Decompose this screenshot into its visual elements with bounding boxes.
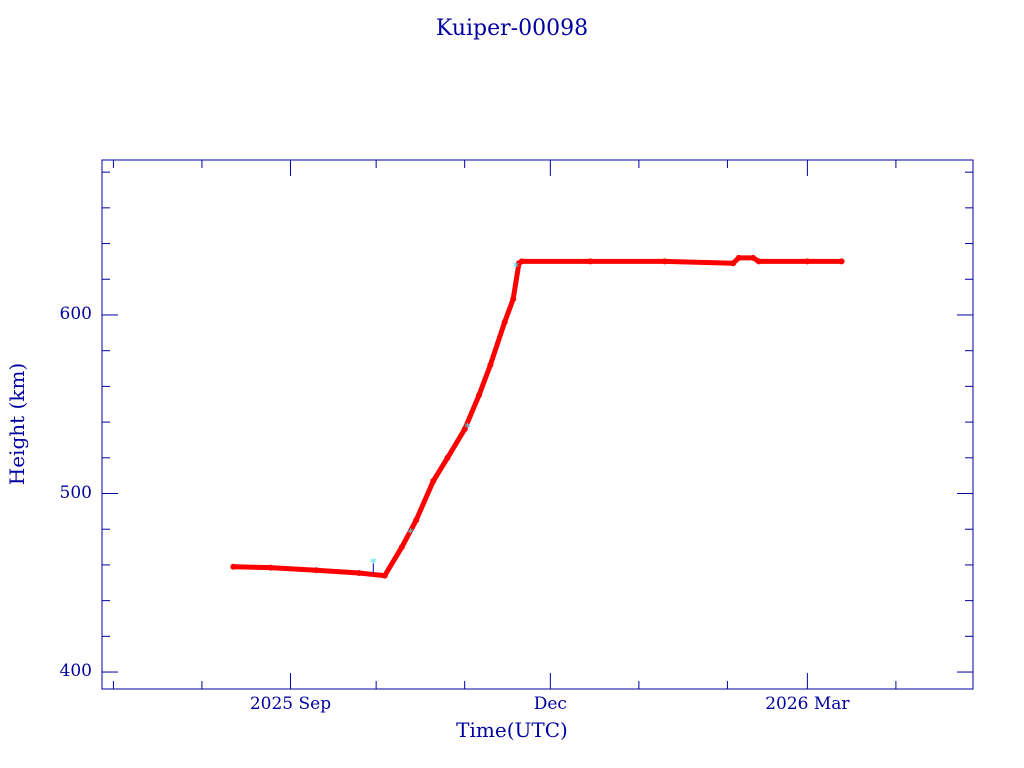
y-tick-label: 400	[59, 661, 92, 682]
data-point	[755, 258, 762, 265]
data-point	[356, 569, 363, 576]
data-point	[518, 258, 525, 265]
data-point	[838, 258, 845, 265]
x-tick-label: 2025 Sep	[249, 694, 332, 714]
highlight-point: *	[370, 556, 376, 570]
data-point	[313, 567, 320, 574]
x-axis-label: Time(UTC)	[456, 718, 568, 742]
y-tick-label: 600	[59, 303, 92, 324]
x-tick-label: 2026 Mar	[765, 694, 850, 714]
data-point	[475, 392, 482, 399]
data-point	[430, 478, 437, 485]
data-point	[510, 295, 517, 302]
data-point	[487, 361, 494, 368]
axes-frame	[101, 159, 974, 690]
data-point	[750, 254, 757, 261]
data-point	[230, 563, 237, 570]
data-point	[444, 454, 451, 461]
data-point	[398, 544, 405, 551]
series-line	[233, 255, 842, 579]
data-point	[661, 258, 668, 265]
chart-title: Kuiper-00098	[435, 16, 589, 41]
data-point	[381, 572, 388, 579]
data-point	[804, 258, 811, 265]
data-point	[735, 254, 742, 261]
data-point	[587, 258, 594, 265]
y-tick-label: 500	[59, 482, 92, 503]
data-point	[413, 517, 420, 524]
highlight-point: *	[465, 420, 471, 434]
data-point	[730, 260, 737, 267]
data-point	[267, 564, 274, 571]
x-tick-label: Dec	[533, 694, 567, 714]
data-point	[461, 426, 468, 433]
highlight-point: *	[513, 260, 519, 274]
highlight-point: *	[407, 526, 413, 540]
data-point	[501, 319, 508, 326]
